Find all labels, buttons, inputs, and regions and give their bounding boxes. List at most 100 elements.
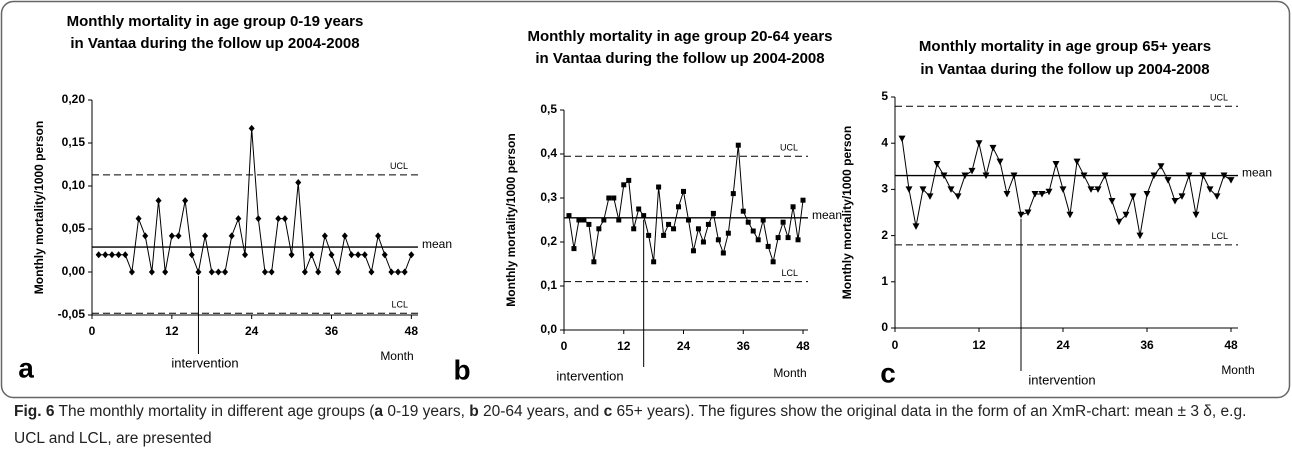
marker — [148, 268, 155, 276]
marker — [596, 226, 602, 232]
annotation: intervention — [556, 368, 623, 383]
marker — [1199, 172, 1207, 180]
marker — [135, 215, 142, 223]
frame — [0, 0, 1291, 399]
marker — [710, 210, 716, 216]
marker — [1024, 209, 1032, 216]
caption-text: 0-19 years, — [383, 403, 470, 420]
marker — [730, 191, 736, 197]
marker — [335, 268, 342, 276]
x-tick-label: 48 — [1224, 338, 1238, 352]
marker — [760, 217, 766, 223]
marker — [395, 268, 402, 276]
marker — [735, 142, 741, 148]
marker — [1192, 211, 1200, 219]
marker — [933, 160, 941, 168]
x-tick-label: 12 — [165, 324, 179, 338]
y-tick-label: 0,05 — [62, 221, 86, 235]
marker — [1136, 232, 1144, 240]
chart-title: Monthly mortality in age group 0-19 year… — [67, 13, 364, 30]
marker — [700, 239, 706, 245]
data-line — [568, 145, 804, 264]
marker — [1206, 186, 1214, 193]
marker — [1115, 218, 1123, 226]
x-tick-label: 36 — [325, 324, 339, 338]
marker — [368, 268, 375, 276]
marker — [275, 215, 282, 223]
marker — [228, 232, 235, 240]
marker — [1038, 191, 1046, 198]
caption: Fig. 6 The monthly mortality in differen… — [14, 398, 1276, 452]
x-tick-label: 0 — [561, 339, 568, 353]
marker — [695, 226, 701, 232]
y-tick-label: 0,1 — [540, 278, 557, 292]
marker — [1171, 197, 1179, 205]
panel-letter: a — [18, 352, 34, 383]
marker — [328, 251, 335, 259]
x-axis-label: Month — [1221, 363, 1254, 377]
marker — [576, 217, 582, 223]
y-tick-label: 1 — [881, 274, 888, 288]
marker — [581, 217, 587, 223]
marker — [255, 215, 262, 223]
y-axis-label: Monthly mortality/1000 person — [504, 133, 518, 306]
marker — [621, 182, 627, 188]
marker — [122, 251, 129, 259]
marker — [1178, 193, 1186, 200]
y-tick-label: 0,3 — [540, 190, 557, 204]
x-tick-label: 36 — [737, 339, 751, 353]
marker — [1108, 197, 1116, 205]
panel-letter: b — [453, 354, 470, 385]
marker — [926, 193, 934, 200]
chart-title: in Vantaa during the follow up 2004-2008 — [70, 35, 359, 52]
marker — [940, 172, 948, 180]
marker — [1227, 177, 1235, 184]
reference-label: LCL — [391, 300, 408, 310]
marker — [685, 217, 691, 223]
annotation: intervention — [171, 355, 238, 370]
marker — [102, 251, 109, 259]
reference-label: mean — [1242, 166, 1272, 180]
marker — [616, 217, 622, 223]
marker — [750, 228, 756, 234]
marker — [321, 232, 328, 240]
marker — [626, 177, 632, 183]
marker — [795, 237, 801, 243]
marker — [182, 197, 189, 205]
marker — [1080, 172, 1088, 180]
reference-label: UCL — [1210, 93, 1228, 103]
marker — [725, 230, 731, 236]
marker — [947, 186, 955, 193]
y-tick-label: 0,4 — [540, 146, 557, 160]
x-axis-label: Month — [380, 349, 413, 363]
chart-title: in Vantaa during the follow up 2004-2008 — [535, 50, 824, 67]
y-tick-label: 3 — [881, 182, 888, 196]
marker — [651, 259, 657, 265]
reference-label: mean — [422, 237, 452, 251]
x-tick-label: 0 — [89, 324, 96, 338]
x-tick-label: 12 — [617, 339, 631, 353]
marker — [905, 186, 913, 193]
x-tick-label: 48 — [796, 339, 810, 353]
marker — [996, 158, 1004, 166]
marker — [108, 251, 115, 259]
chart-title: Monthly mortality in age group 20-64 yea… — [527, 28, 832, 45]
y-tick-label: 0,0 — [540, 322, 557, 336]
annotation: intervention — [1028, 372, 1095, 387]
y-tick-label: 0,10 — [62, 178, 86, 192]
marker — [1017, 211, 1025, 219]
marker — [1066, 211, 1074, 219]
y-tick-label: 0 — [881, 320, 888, 334]
y-tick-label: 4 — [881, 135, 888, 149]
x-tick-label: 24 — [677, 339, 691, 353]
marker — [341, 232, 348, 240]
y-tick-label: -0,05 — [58, 307, 86, 321]
marker — [1101, 172, 1109, 180]
y-tick-label: 5 — [881, 89, 888, 103]
marker — [348, 251, 355, 259]
marker — [1164, 177, 1172, 184]
marker — [745, 219, 751, 225]
marker — [671, 226, 677, 232]
marker — [989, 144, 997, 152]
